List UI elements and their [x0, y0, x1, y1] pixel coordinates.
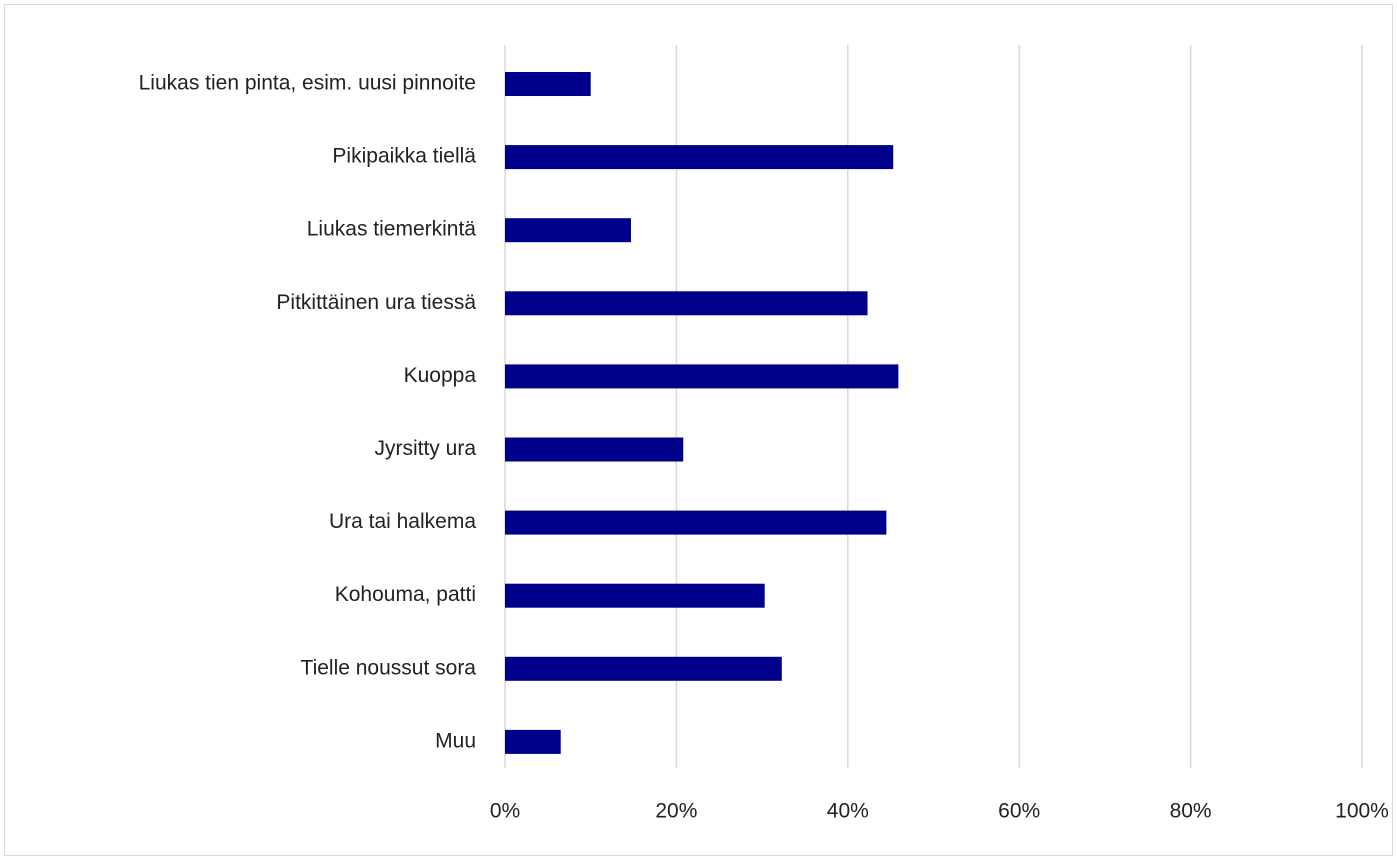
x-tick-label: 0%: [490, 800, 520, 823]
category-label: Tielle noussut sora: [301, 656, 477, 679]
category-label: Pitkittäinen ura tiessä: [276, 291, 476, 314]
bar: [505, 218, 631, 243]
category-label: Kuoppa: [404, 364, 477, 387]
bar: [505, 364, 899, 389]
bar: [505, 583, 765, 608]
x-tick-labels: 0% 20% 40% 60% 80% 100%: [490, 800, 1389, 823]
category-label: Pikipaikka tiellä: [332, 145, 476, 168]
category-label: Jyrsitty ura: [374, 437, 476, 460]
x-tick-label: 60%: [998, 800, 1040, 823]
category-label: Liukas tiemerkintä: [307, 218, 477, 241]
category-label: Ura tai halkema: [329, 510, 476, 533]
x-tick-label: 100%: [1335, 800, 1389, 823]
category-labels: Liukas tien pinta, esim. uusi pinnoite Pi…: [139, 72, 477, 753]
bar: [505, 729, 561, 754]
x-tick-label: 80%: [1170, 800, 1212, 823]
bar: [505, 510, 887, 535]
bar: [505, 145, 894, 170]
x-tick-label: 40%: [827, 800, 869, 823]
bars: [505, 72, 899, 754]
x-tick-label: 20%: [655, 800, 697, 823]
category-label: Liukas tien pinta, esim. uusi pinnoite: [139, 72, 476, 95]
bar: [505, 656, 782, 681]
bar: [505, 291, 868, 316]
bar: [505, 72, 591, 96]
category-label: Muu: [435, 729, 476, 752]
bar: [505, 437, 684, 462]
category-label: Kohouma, patti: [335, 583, 476, 606]
